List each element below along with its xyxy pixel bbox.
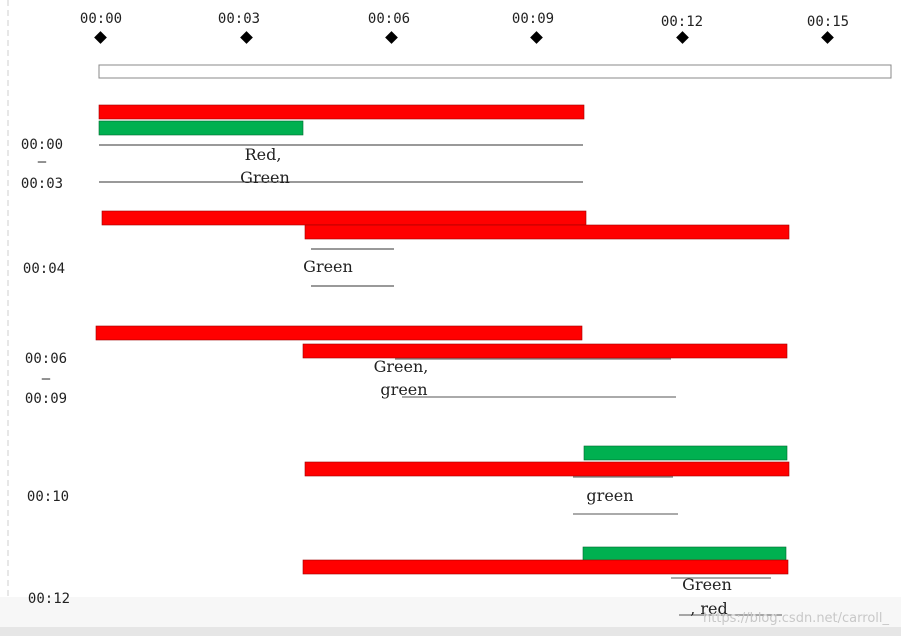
timeline-label: 00:00: [80, 11, 122, 27]
diamond-marker-icon: [821, 31, 834, 44]
diamond-marker-icon: [385, 31, 398, 44]
row-label: 00:03: [21, 176, 63, 192]
timeline-label: 00:06: [368, 11, 410, 27]
green-bar: [583, 445, 788, 461]
row-note: Green: [240, 168, 290, 187]
row-0010: green 00:10: [27, 445, 790, 515]
row-label: 00:12: [28, 591, 70, 607]
row-note: Green,: [374, 357, 429, 376]
red-bar: [304, 224, 790, 240]
row-label: 00:00: [21, 137, 63, 153]
green-bar: [582, 546, 787, 562]
row-note: Green: [682, 575, 732, 594]
row-note: green: [586, 486, 633, 505]
timeline-labels: 00:00 00:03 00:06 00:09 00:12 00:15: [80, 11, 849, 30]
row-0000-0003: Red, Green 00:00 – 00:03: [21, 104, 585, 192]
green-bar: [98, 120, 304, 136]
row-label-separator: –: [42, 371, 51, 387]
row-label-separator: –: [38, 154, 47, 170]
row-label: 00:04: [23, 261, 65, 277]
diamond-marker-icon: [94, 31, 107, 44]
timeline-markers: [94, 31, 834, 44]
row-note: Red,: [245, 145, 282, 164]
row-note: green: [380, 380, 427, 399]
timeline-label: 00:03: [218, 11, 260, 27]
watermark-text: https://blog.csdn.net/carroll_: [703, 611, 890, 626]
row-0004: Green 00:04: [23, 210, 790, 287]
row-note: Green: [303, 257, 353, 276]
red-bar: [95, 325, 583, 341]
red-bar: [302, 343, 788, 359]
diamond-marker-icon: [240, 31, 253, 44]
diamond-marker-icon: [676, 31, 689, 44]
timeline-label: 00:09: [512, 11, 554, 27]
diamond-marker-icon: [530, 31, 543, 44]
red-bar: [98, 104, 585, 120]
row-note: , red: [690, 599, 728, 618]
row-0006-0009: Green, green 00:06 – 00:09: [25, 325, 788, 407]
timeline-label: 00:12: [661, 14, 703, 30]
timeline-label: 00:15: [807, 14, 849, 30]
row-label: 00:10: [27, 489, 69, 505]
horizontal-scrollbar[interactable]: [0, 627, 901, 636]
red-bar: [304, 461, 790, 477]
red-bar: [101, 210, 587, 226]
red-bar: [302, 559, 789, 575]
row-label: 00:06: [25, 351, 67, 367]
row-label: 00:09: [25, 391, 67, 407]
timeline-track: [98, 64, 892, 79]
row-0012: Green , red 00:12: [28, 546, 789, 618]
